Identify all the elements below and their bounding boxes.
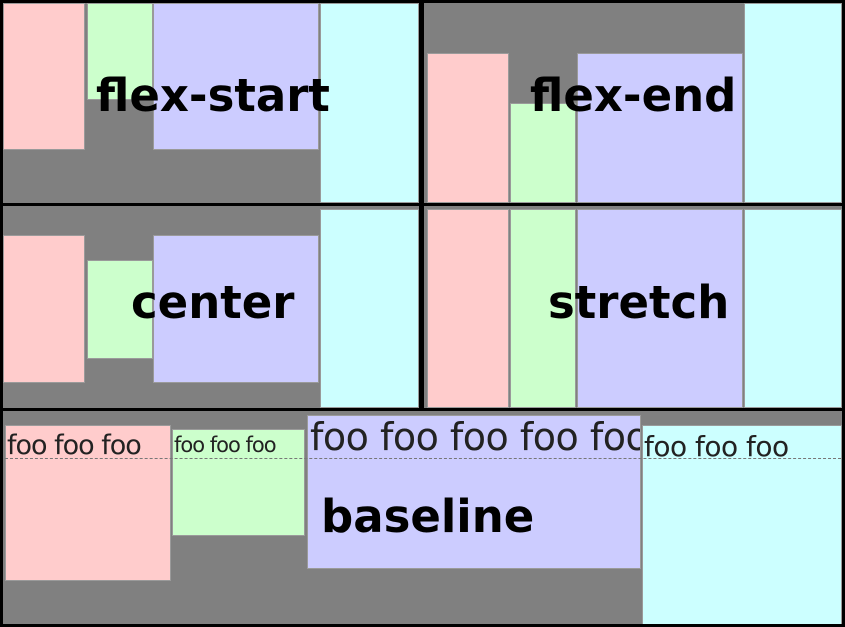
box-cyan [320, 3, 419, 203]
box-cyan [744, 209, 842, 408]
panel-label: stretch [548, 276, 730, 329]
box-lavender [153, 235, 319, 383]
box-pink [3, 235, 85, 383]
foo-text: foo foo foo foo foo [310, 418, 640, 456]
box-cyan: foo foo foo [642, 425, 842, 624]
box-pink [3, 3, 85, 150]
box-cyan [744, 3, 842, 203]
box-pink: foo foo foo [5, 425, 171, 581]
box-green [87, 3, 153, 100]
box-green [510, 209, 576, 408]
foo-text: foo foo foo [7, 432, 142, 459]
box-lavender [153, 3, 319, 150]
box-pink [427, 209, 509, 408]
panel-flex-end: flex-end [421, 0, 845, 206]
panel-label: center [131, 276, 295, 329]
panel-center: center [0, 203, 422, 411]
panel-flex-start: flex-start [0, 0, 422, 206]
panel-label: flex-end [530, 69, 737, 122]
box-lavender [577, 209, 743, 408]
box-green [510, 103, 576, 203]
panel-baseline: foo foo foo foo foo foo foo foo foo foo … [0, 408, 845, 627]
panel-label: baseline [321, 490, 535, 543]
box-pink [427, 53, 509, 203]
panel-label: flex-start [96, 69, 330, 122]
foo-text: foo foo foo [174, 435, 277, 456]
baseline-guide-line [5, 458, 841, 459]
box-lavender [577, 53, 743, 203]
box-lavender: foo foo foo foo foo [307, 415, 641, 569]
box-green: foo foo foo [172, 429, 305, 536]
panel-stretch: stretch [421, 203, 845, 411]
box-cyan [320, 209, 419, 408]
box-green [87, 260, 153, 359]
foo-text: foo foo foo [644, 433, 789, 461]
